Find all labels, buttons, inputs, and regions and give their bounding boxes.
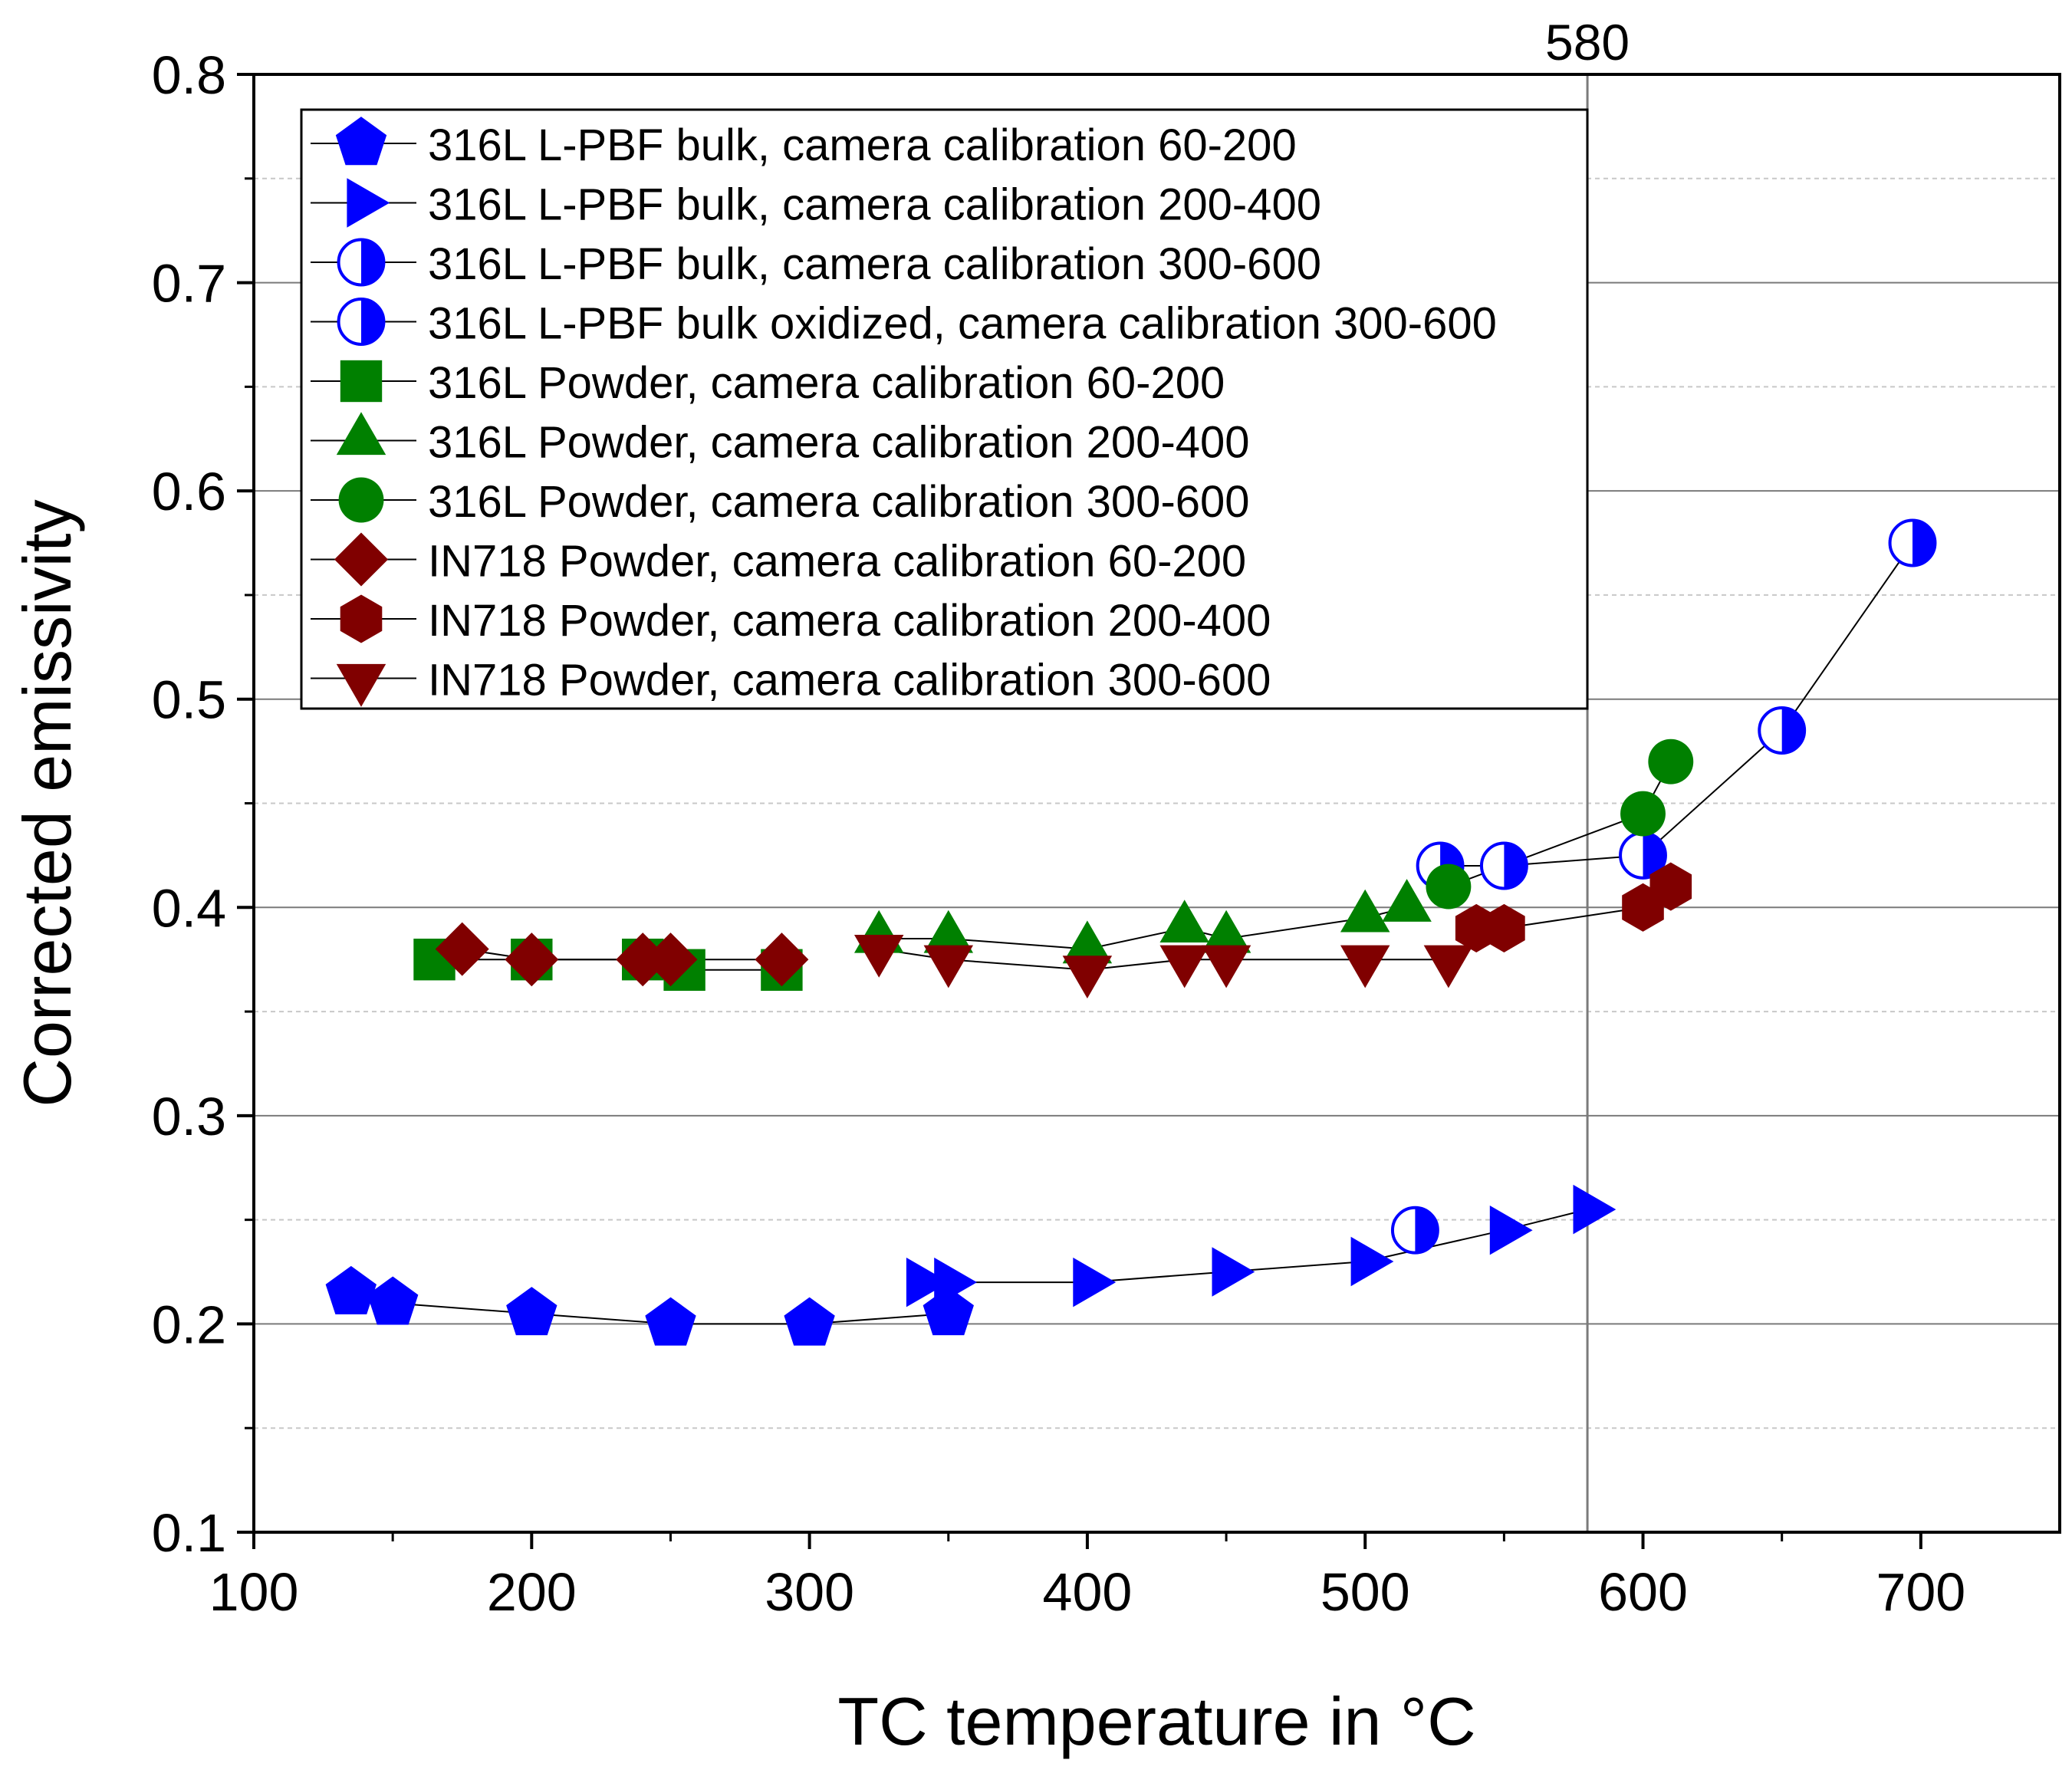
x-tick-label: 100 — [209, 1562, 299, 1622]
legend-label: 316L Powder, camera calibration 60-200 — [428, 358, 1225, 408]
series-1-point — [1073, 1257, 1117, 1308]
y-axis-title: Corrected emissivity — [9, 499, 85, 1107]
series-1-point — [1350, 1236, 1394, 1287]
series-5-point — [1340, 889, 1390, 933]
series-9-point — [1423, 945, 1474, 988]
series-6-point — [1620, 791, 1666, 837]
series-0-point — [367, 1276, 419, 1325]
series-5-point — [1159, 900, 1209, 943]
series-3-point — [1479, 841, 1528, 890]
legend-label: 316L L-PBF bulk, camera calibration 200-… — [428, 180, 1321, 230]
legend-marker — [338, 477, 384, 523]
series-7-point — [616, 933, 670, 987]
legend-marker — [347, 178, 390, 228]
series-7-point — [755, 933, 809, 987]
series-1-point — [934, 1257, 977, 1308]
series-9-point — [1062, 956, 1113, 998]
x-tick-label: 500 — [1320, 1562, 1410, 1622]
legend: 316L L-PBF bulk, camera calibration 60-2… — [300, 108, 1589, 710]
series-1-point — [1573, 1184, 1616, 1235]
series-0-point — [645, 1297, 696, 1346]
legend-box — [300, 108, 1589, 710]
legend-marker — [337, 298, 386, 346]
x-axis-title: TC temperature in °C — [837, 1683, 1475, 1759]
x-tick-label: 200 — [487, 1562, 577, 1622]
x-tick-label: 700 — [1876, 1562, 1965, 1622]
axis-ticks: 100 200 300 400 500 600 700 0.1 0.2 0.3 0.4 0.5 0.6 0… — [152, 45, 1966, 1622]
legend-label: 316L L-PBF bulk, camera calibration 60-2… — [428, 120, 1297, 170]
legend-label: IN718 Powder, camera calibration 200-400 — [428, 596, 1271, 646]
legend-marker — [340, 594, 383, 643]
y-tick-label: 0.3 — [152, 1087, 226, 1146]
series-9-point — [1159, 945, 1209, 988]
legend-label: IN718 Powder, camera calibration 60-200 — [428, 537, 1246, 587]
series-7-point — [643, 933, 698, 987]
legend-label: IN718 Powder, camera calibration 300-600 — [428, 656, 1271, 706]
legend-label: 316L L-PBF bulk oxidized, camera calibra… — [428, 299, 1497, 349]
data-markers — [325, 518, 1937, 1346]
series-6-point — [1648, 738, 1694, 785]
x-tick-label: 300 — [765, 1562, 854, 1622]
legend-marker — [340, 360, 383, 403]
series-3-point — [1619, 831, 1667, 880]
series-8-point — [1649, 862, 1692, 911]
legend-label: 316L Powder, camera calibration 300-600 — [428, 477, 1250, 527]
series-0-point — [325, 1265, 377, 1314]
y-tick-label: 0.2 — [152, 1294, 226, 1354]
series-0-point — [506, 1287, 557, 1336]
series-1-point — [906, 1257, 949, 1308]
x-tick-label: 600 — [1598, 1562, 1688, 1622]
legend-marker — [336, 412, 386, 456]
series-9-point — [1340, 945, 1390, 988]
y-tick-label: 0.6 — [152, 462, 226, 521]
series-6-point — [1426, 863, 1472, 910]
legend-marker — [336, 663, 386, 707]
series-8-point — [1483, 903, 1525, 952]
y-tick-label: 0.4 — [152, 878, 226, 938]
series-9-point — [1201, 945, 1251, 988]
y-tick-label: 0.5 — [152, 670, 226, 730]
series-7-point — [435, 922, 489, 976]
series-5-point — [1382, 879, 1432, 922]
legend-label: 316L Powder, camera calibration 200-400 — [428, 418, 1250, 468]
series-9-point — [923, 945, 974, 988]
y-tick-label: 0.7 — [152, 254, 226, 314]
legend-marker — [337, 238, 386, 287]
series-1-point — [1489, 1205, 1533, 1255]
series-3-point — [1888, 518, 1937, 567]
reference-line-label: 580 — [1545, 14, 1630, 71]
legend-label: 316L L-PBF bulk, camera calibration 300-… — [428, 239, 1321, 289]
y-tick-label: 0.8 — [152, 45, 226, 105]
legend-marker — [335, 117, 387, 166]
series-0-point — [784, 1297, 835, 1346]
series-7-point — [505, 933, 559, 987]
series-3-point — [1758, 706, 1807, 755]
x-tick-label: 400 — [1043, 1562, 1133, 1622]
series-1-point — [1212, 1247, 1255, 1297]
y-tick-label: 0.1 — [152, 1503, 226, 1563]
series-9-point — [853, 934, 904, 978]
series-2-point — [1390, 1206, 1439, 1255]
legend-marker — [334, 532, 389, 587]
